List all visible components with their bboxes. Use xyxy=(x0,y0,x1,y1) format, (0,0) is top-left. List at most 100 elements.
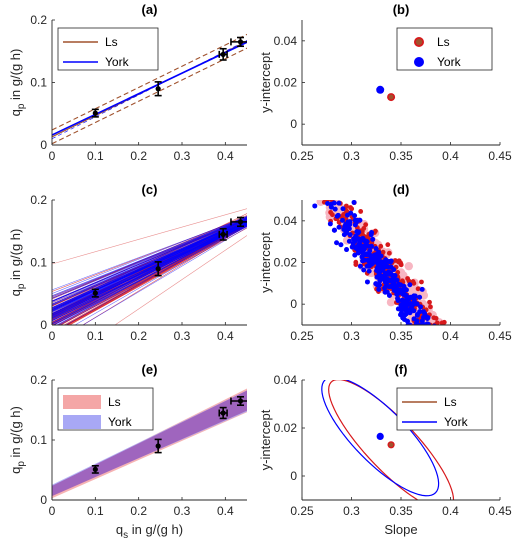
york-bootstrap-point xyxy=(344,212,350,218)
ls-bootstrap-point xyxy=(358,209,364,214)
york-estimate-point xyxy=(376,85,385,94)
data-point xyxy=(237,219,244,225)
x-tick-label: 0.45 xyxy=(488,504,512,518)
x-tick-label: 0.3 xyxy=(343,149,360,163)
york-bootstrap-point xyxy=(402,306,408,312)
ls-halo-point xyxy=(428,333,436,341)
york-bootstrap-point xyxy=(370,236,376,242)
york-bootstrap-point xyxy=(444,363,449,368)
ls-bootstrap-point xyxy=(405,276,410,281)
ls-bootstrap-point xyxy=(419,336,424,341)
york-bootstrap-point xyxy=(417,294,423,300)
legend-swatch xyxy=(414,57,424,67)
ls-bootstrap-point xyxy=(336,184,341,189)
york-bootstrap-point xyxy=(436,347,441,352)
york-bootstrap-point xyxy=(404,300,410,306)
panel-f: 0.25 0.3 0.35 0.4 0.45 0 0.02 0.04 (f) y-intercep… xyxy=(258,362,512,537)
york-bootstrap-point xyxy=(449,357,454,362)
x-tick-label: 0.3 xyxy=(174,149,191,163)
ls-bootstrap-point xyxy=(321,179,326,184)
york-bootstrap-point xyxy=(366,268,372,274)
york-bootstrap-point xyxy=(344,247,350,253)
ls-halo-point xyxy=(315,191,323,199)
ls-confidence-line xyxy=(52,33,247,131)
york-bootstrap-point xyxy=(442,343,447,348)
y-tick-label: 0.1 xyxy=(30,256,47,270)
ls-halo-point xyxy=(429,336,437,344)
ls-halo-point xyxy=(427,342,435,350)
ls-bootstrap-point xyxy=(339,191,344,196)
ls-bootstrap-point xyxy=(469,369,474,374)
panel-title: (b) xyxy=(393,2,410,17)
ls-bootstrap-point xyxy=(456,372,461,377)
york-bootstrap-line xyxy=(52,218,247,299)
ls-bootstrap-point xyxy=(385,242,391,248)
ls-bootstrap-point xyxy=(386,250,392,256)
x-tick-label: 0.4 xyxy=(442,504,459,518)
x-tick-label: 0 xyxy=(49,504,56,518)
legend-label: Ls xyxy=(108,395,121,409)
x-tick-label: 0.3 xyxy=(174,329,191,343)
york-bootstrap-point xyxy=(434,344,439,349)
y-tick-label: 0.2 xyxy=(30,193,47,207)
york-bootstrap-line xyxy=(52,221,247,305)
plot-area-e xyxy=(52,388,247,499)
ls-bootstrap-point xyxy=(431,325,436,330)
york-bootstrap-point xyxy=(424,338,429,343)
york-bootstrap-point xyxy=(423,325,428,330)
ls-bootstrap-point xyxy=(316,180,321,185)
york-bootstrap-point xyxy=(374,267,380,273)
york-bootstrap-point xyxy=(351,236,357,242)
ls-bootstrap-point xyxy=(349,206,355,212)
ls-confidence-line xyxy=(52,47,247,145)
ls-bootstrap-point xyxy=(428,304,433,310)
ls-bootstrap-point xyxy=(444,353,449,358)
data-point xyxy=(92,110,98,116)
y-tick-label: 0.02 xyxy=(274,256,298,270)
york-bootstrap-point xyxy=(334,213,340,219)
york-bootstrap-point xyxy=(418,304,424,310)
ls-halo-point xyxy=(267,135,275,143)
york-bootstrap-point xyxy=(336,224,342,230)
york-bootstrap-point xyxy=(352,252,358,258)
ls-bootstrap-point xyxy=(276,139,281,144)
legend-box xyxy=(57,27,159,71)
york-bootstrap-point xyxy=(419,286,425,292)
york-estimate-point xyxy=(376,432,384,440)
york-bootstrap-line xyxy=(58,226,247,325)
x-axis-label-part-2: in g/(g h) xyxy=(128,522,183,537)
york-bootstrap-point xyxy=(430,329,435,334)
york-bootstrap-point xyxy=(424,321,430,325)
york-bootstrap-point xyxy=(369,243,375,249)
york-bootstrap-point xyxy=(361,267,367,273)
york-bootstrap-point xyxy=(493,397,498,402)
x-tick-label: 0.35 xyxy=(389,149,413,163)
ls-bootstrap-point xyxy=(396,258,402,264)
y-axis-label-part-1: p xyxy=(16,283,27,289)
york-bootstrap-point xyxy=(395,298,401,304)
ls-bootstrap-point xyxy=(330,212,335,218)
york-bootstrap-line xyxy=(52,224,247,312)
york-bootstrap-line xyxy=(52,219,247,306)
york-bootstrap-point xyxy=(331,200,337,206)
plot-area-a xyxy=(52,33,247,145)
ls-halo-point xyxy=(430,327,438,335)
york-bootstrap-point xyxy=(422,310,428,316)
york-bootstrap-point xyxy=(429,330,434,335)
ls-halo-point xyxy=(304,172,312,180)
x-tick-label: 0 xyxy=(49,329,56,343)
york-bootstrap-line xyxy=(52,221,247,302)
y-axis-label-part-0: q xyxy=(8,109,23,116)
ls-halo-point xyxy=(445,353,453,361)
ls-bootstrap-point xyxy=(476,351,481,356)
ls-bootstrap-point xyxy=(445,349,450,354)
york-bootstrap-point xyxy=(414,312,420,318)
x-axis-label-part-1: s xyxy=(123,530,128,541)
ls-bootstrap-point xyxy=(416,326,421,331)
y-axis-label: y-intercept xyxy=(258,232,273,293)
x-tick-label: 0.2 xyxy=(130,149,147,163)
york-bootstrap-point xyxy=(328,184,333,189)
york-bootstrap-point xyxy=(446,352,451,357)
ls-halo-point xyxy=(434,337,442,345)
